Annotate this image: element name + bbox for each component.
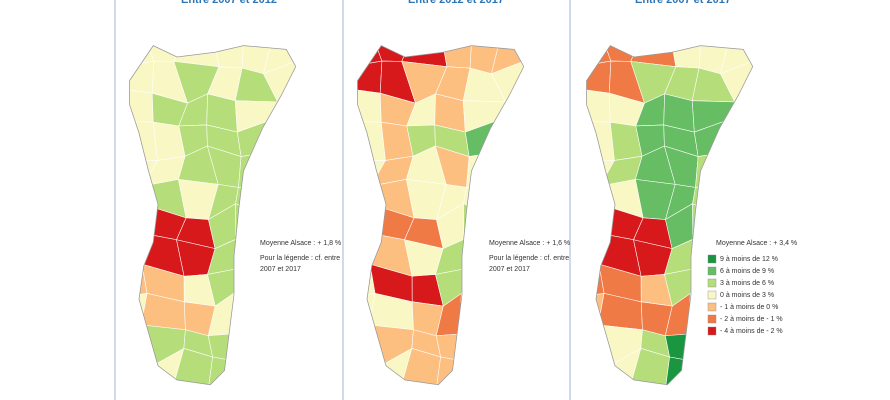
map-area (459, 293, 501, 335)
legend-swatch (707, 326, 717, 336)
map-area (247, 348, 279, 385)
map-area (129, 60, 155, 94)
map-area (263, 291, 296, 337)
legend-swatch (707, 254, 717, 264)
map-area (357, 359, 385, 385)
map-area (129, 120, 158, 161)
map-area (491, 270, 524, 296)
legend-label: 6 à moins de 9 % (720, 268, 774, 275)
map-area (271, 320, 296, 361)
map-area (213, 45, 245, 69)
map-area (261, 180, 296, 215)
map-area (586, 359, 614, 385)
map-area (357, 88, 382, 123)
map-area (586, 120, 615, 161)
average-label: Moyenne Alsace : + 3,4 % (716, 240, 797, 247)
map-area (586, 60, 612, 94)
map-area (727, 117, 753, 163)
map (357, 45, 525, 386)
map-area (586, 293, 605, 328)
map-area (586, 88, 611, 123)
map-outline (129, 45, 297, 386)
panel-title: Entre 2007 et 2012 (181, 0, 277, 6)
map-area (129, 176, 145, 211)
map-area (475, 348, 507, 385)
map-area (357, 176, 373, 211)
map-outline (357, 45, 525, 386)
panel-title: Entre 2007 et 2017 (635, 0, 731, 6)
map-area (665, 356, 707, 385)
legend-swatch (707, 278, 717, 288)
map-area (732, 348, 753, 385)
panel-title: Entre 2012 et 2017 (408, 0, 504, 6)
map-area (231, 293, 273, 335)
map-outline (586, 45, 754, 386)
map-area (231, 320, 277, 364)
map-area (357, 60, 383, 94)
legend-note: 2007 et 2017 (260, 266, 301, 273)
legend-label: 9 à moins de 12 % (720, 256, 778, 263)
legend-note: Pour la légende : cf. entre (489, 255, 569, 262)
map-area (129, 359, 157, 385)
map-area (436, 356, 478, 385)
average-label: Moyenne Alsace : + 1,6 % (489, 240, 570, 247)
map-area (401, 348, 441, 385)
map-area (586, 204, 606, 235)
map-area (173, 348, 213, 385)
map-area (441, 45, 473, 69)
map-area (728, 320, 753, 361)
map-area (357, 293, 376, 328)
map-area (357, 204, 377, 235)
map-area (586, 176, 602, 211)
map-area (489, 180, 524, 215)
map-areas (129, 45, 296, 385)
map-area (498, 117, 524, 163)
map-area (670, 45, 702, 69)
map-area (491, 291, 524, 337)
legend-swatch (707, 302, 717, 312)
map-area (499, 320, 524, 361)
map-area (731, 150, 753, 184)
map-area (459, 320, 505, 364)
map-area (129, 293, 148, 328)
map-area (704, 348, 736, 385)
legend-swatch (707, 290, 717, 300)
legend-label: - 4 à moins de - 2 % (720, 328, 783, 335)
legend-swatch (707, 266, 717, 276)
legend-note: 2007 et 2017 (489, 266, 530, 273)
map-area (263, 270, 296, 296)
map-area (274, 150, 296, 184)
map-area (129, 88, 154, 123)
map-area (275, 348, 296, 385)
legend-label: - 1 à moins de 0 % (720, 304, 778, 311)
map-area (208, 356, 250, 385)
legend-swatch (707, 314, 717, 324)
map-areas (357, 45, 524, 385)
legend-label: 0 à moins de 3 % (720, 292, 774, 299)
legend-label: - 2 à moins de - 1 % (720, 316, 783, 323)
legend-note: Pour la légende : cf. entre (260, 255, 340, 262)
map-area (503, 348, 524, 385)
map-area (718, 180, 753, 215)
map-area (129, 204, 149, 235)
map-area (502, 150, 524, 184)
average-label: Moyenne Alsace : + 1,8 % (260, 240, 341, 247)
map-area (270, 117, 296, 163)
map-area (357, 120, 386, 161)
map-area (630, 348, 670, 385)
map (129, 45, 297, 386)
legend-label: 3 à moins de 6 % (720, 280, 774, 287)
